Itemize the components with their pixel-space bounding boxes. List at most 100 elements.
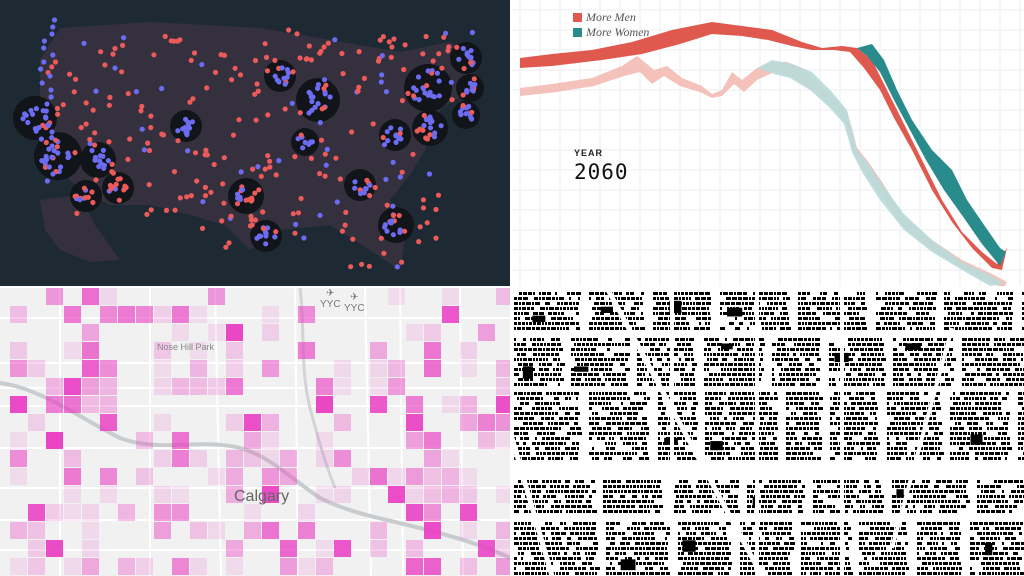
density-cell (370, 396, 387, 413)
building-footprint (928, 383, 930, 386)
building-footprint (1007, 442, 1010, 445)
building-footprint (834, 537, 838, 540)
building-footprint (845, 505, 850, 508)
building-footprint (798, 505, 802, 508)
building-footprint (577, 373, 582, 376)
building-footprint (963, 317, 965, 320)
building-footprint (644, 485, 646, 488)
building-footprint (533, 353, 537, 356)
density-cell (496, 486, 510, 503)
building-footprint (600, 312, 604, 315)
building-footprint (785, 547, 788, 550)
building-footprint (888, 292, 891, 295)
county-dot (422, 90, 428, 96)
building-footprint (718, 572, 720, 575)
building-footprint (690, 383, 695, 386)
building-footprint (627, 397, 630, 400)
building-footprint (577, 510, 582, 513)
building-footprint (988, 437, 990, 440)
building-footprint (1015, 495, 1018, 498)
county-dot (456, 56, 462, 62)
building-footprint (752, 552, 754, 555)
building-footprint (574, 557, 576, 560)
building-footprint (920, 485, 923, 488)
density-cell (118, 504, 135, 521)
density-cell (10, 450, 27, 467)
building-footprint (630, 427, 632, 430)
building-footprint (701, 532, 704, 535)
building-footprint (607, 417, 611, 420)
building-footprint (685, 495, 688, 498)
building-footprint (642, 422, 647, 425)
building-footprint (780, 322, 784, 325)
building-footprint (881, 358, 886, 361)
building-footprint (865, 338, 868, 341)
building-footprint (707, 552, 711, 555)
building-footprint (568, 557, 573, 560)
building-footprint (739, 432, 743, 435)
building-footprint (927, 457, 930, 460)
building-footprint (575, 383, 580, 386)
building-footprint (761, 312, 763, 315)
building-footprint (701, 522, 703, 525)
building-footprint (545, 383, 547, 386)
building-footprint (862, 358, 866, 361)
building-footprint (871, 368, 875, 371)
building-footprint (893, 348, 897, 351)
building-footprint (703, 480, 706, 483)
building-footprint (696, 537, 701, 540)
building-footprint (606, 397, 610, 400)
building-footprint (585, 358, 587, 361)
building-footprint (935, 437, 939, 440)
building-footprint (571, 392, 573, 395)
building-footprint (836, 510, 841, 513)
building-footprint (610, 327, 614, 330)
building-footprint (726, 522, 731, 525)
building-footprint (715, 485, 720, 488)
building-footprint (550, 485, 553, 488)
building-footprint (829, 348, 831, 351)
building-footprint (954, 505, 956, 508)
road (399, 288, 404, 576)
building-footprint (681, 317, 686, 320)
building-footprint (845, 363, 849, 366)
building-footprint (731, 437, 735, 440)
building-footprint (650, 527, 652, 530)
building-footprint (531, 572, 534, 575)
building-footprint (799, 490, 803, 493)
building-footprint (791, 447, 793, 450)
county-dot (102, 62, 108, 68)
building-footprint (635, 542, 640, 545)
building-footprint (877, 358, 880, 361)
building-footprint (1006, 392, 1009, 395)
building-footprint (892, 480, 894, 483)
building-footprint (919, 432, 923, 435)
building-footprint (976, 317, 981, 320)
county-dot (424, 220, 430, 226)
building-footprint (707, 307, 709, 310)
building-footprint (909, 432, 914, 435)
building-footprint (875, 490, 878, 493)
building-footprint (767, 302, 769, 305)
building-footprint (951, 312, 955, 315)
building-footprint (682, 510, 686, 513)
building-footprint (665, 363, 668, 366)
building-footprint (603, 495, 608, 498)
building-footprint (545, 500, 548, 503)
building-footprint (604, 358, 607, 361)
building-footprint (571, 505, 576, 508)
building-footprint (859, 392, 864, 395)
building-footprint (645, 353, 647, 356)
county-dot (105, 158, 111, 164)
building-footprint (710, 500, 714, 503)
building-footprint (987, 373, 992, 376)
building-footprint (623, 572, 625, 575)
building-footprint (612, 567, 615, 570)
building-footprint (536, 358, 538, 361)
building-footprint (777, 297, 779, 300)
building-footprint (770, 495, 772, 498)
building-footprint (532, 490, 536, 493)
county-dot (146, 182, 152, 188)
building-footprint (828, 562, 833, 565)
building-footprint (801, 562, 803, 565)
